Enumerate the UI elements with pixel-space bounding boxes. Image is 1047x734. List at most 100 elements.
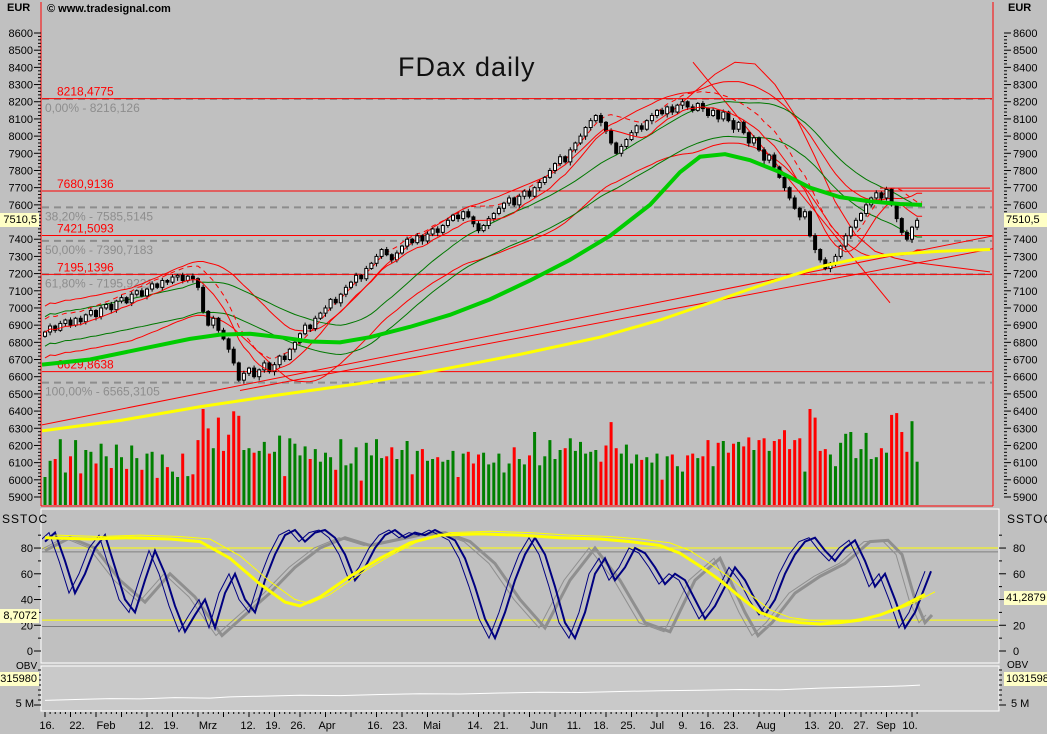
price-tick-label: 6800 — [1013, 337, 1037, 349]
volume-bar — [109, 468, 113, 505]
volume-bar — [84, 450, 88, 505]
price-tick-label: 8600 — [9, 28, 33, 40]
candle-body — [313, 317, 318, 330]
candle-body — [466, 211, 471, 218]
candle-body — [139, 290, 144, 297]
volume-bar — [803, 471, 807, 505]
date-label: Feb — [97, 720, 116, 732]
volume-bar — [818, 450, 822, 505]
candle-body — [354, 274, 359, 283]
candle-body — [614, 142, 619, 154]
candle-body — [349, 281, 353, 288]
level-label: 8218,4775 — [57, 85, 114, 99]
volume-bar — [874, 457, 878, 505]
price-tick-label: 8300 — [1013, 80, 1037, 92]
price-tick-label: 7800 — [1013, 165, 1037, 177]
price-tick-label: 7300 — [1013, 251, 1037, 263]
sstoc-tick-label: 60 — [21, 569, 33, 581]
volume-bar — [711, 466, 715, 505]
volume-bar — [298, 455, 302, 505]
volume-bar — [431, 459, 435, 505]
candle-body — [792, 197, 797, 209]
volume-bar — [237, 415, 241, 505]
candle-body — [884, 188, 889, 199]
volume-bar — [910, 421, 914, 505]
volume-bar — [390, 447, 394, 505]
price-tick-label: 7100 — [1013, 286, 1037, 298]
volume-bar — [482, 452, 486, 505]
volume-bar — [140, 469, 144, 505]
volume-bar — [594, 450, 598, 505]
volume-bar — [767, 450, 771, 505]
volume-bar — [227, 434, 231, 505]
candle-body — [624, 139, 629, 147]
obv-title-left: OBV — [16, 661, 38, 672]
candle-body — [343, 286, 348, 295]
sstoc-layer — [42, 528, 998, 641]
candle-body — [155, 283, 160, 288]
volume-bar — [553, 459, 557, 505]
volume-bar — [130, 445, 134, 505]
band-lower-darkgreen — [44, 135, 923, 356]
price-tick-label: 7600 — [1013, 200, 1037, 212]
left-axis-unit: EUR — [7, 2, 31, 14]
candle-body — [670, 106, 675, 113]
candle-body — [904, 231, 909, 240]
volume-bar — [410, 474, 414, 505]
volume-bar — [716, 442, 720, 505]
candle-body — [257, 369, 262, 378]
candle-body — [282, 355, 287, 361]
candle-body — [440, 224, 445, 233]
volume-bar — [696, 458, 700, 505]
volume-bar — [686, 455, 690, 505]
candle-body — [772, 154, 777, 168]
candle-body — [241, 372, 246, 381]
volume-bar — [798, 438, 802, 505]
volume-bar — [380, 458, 384, 505]
candle-body — [665, 106, 670, 115]
volume-bar — [487, 464, 491, 505]
candle-body — [333, 298, 338, 304]
candle-body — [532, 187, 537, 197]
displaced-ma-dashed — [44, 90, 923, 359]
volume-bar — [451, 450, 455, 505]
candle-body — [808, 211, 812, 237]
candle-body — [379, 249, 384, 257]
volume-bar — [747, 437, 751, 505]
candle-body — [522, 190, 527, 197]
volume-bar — [691, 453, 695, 505]
date-label: Mai — [423, 720, 441, 732]
volume-bar — [624, 444, 628, 505]
chart-title: FDax daily — [398, 52, 536, 82]
candle-body — [405, 238, 410, 247]
price-tick-label: 7100 — [9, 286, 33, 298]
volume-bar — [216, 417, 220, 505]
candle-body — [435, 228, 440, 233]
sstoc-tick-label: 80 — [1013, 543, 1025, 555]
yellow-ma-200 — [41, 248, 991, 433]
volume-bar — [772, 441, 776, 505]
obv-pane[interactable] — [40, 665, 1000, 712]
volume-bar — [339, 439, 343, 505]
fib-label: 0,00% - 8216,126 — [45, 101, 140, 115]
candle-body — [236, 362, 241, 381]
candle-body — [660, 109, 665, 115]
price-tick-label: 8400 — [9, 62, 33, 74]
sstoc-navy-thick — [44, 528, 932, 641]
volume-bar — [599, 461, 603, 505]
fib-label: 38,20% - 7585,5145 — [45, 209, 153, 223]
candle-body — [757, 137, 761, 151]
candle-body — [114, 300, 119, 311]
candle-body — [563, 156, 568, 163]
candle-body — [899, 218, 904, 233]
candle-body — [553, 163, 557, 171]
volume-bar — [308, 459, 312, 505]
volume-bar — [584, 453, 588, 505]
price-tick-label: 7900 — [1013, 148, 1037, 160]
price-tick-label: 7200 — [1013, 269, 1037, 281]
volume-bar — [630, 463, 633, 505]
level-label: 7421,5093 — [57, 222, 114, 236]
volume-bar — [104, 456, 108, 505]
candle-body — [364, 267, 369, 280]
candle-body — [68, 319, 73, 326]
